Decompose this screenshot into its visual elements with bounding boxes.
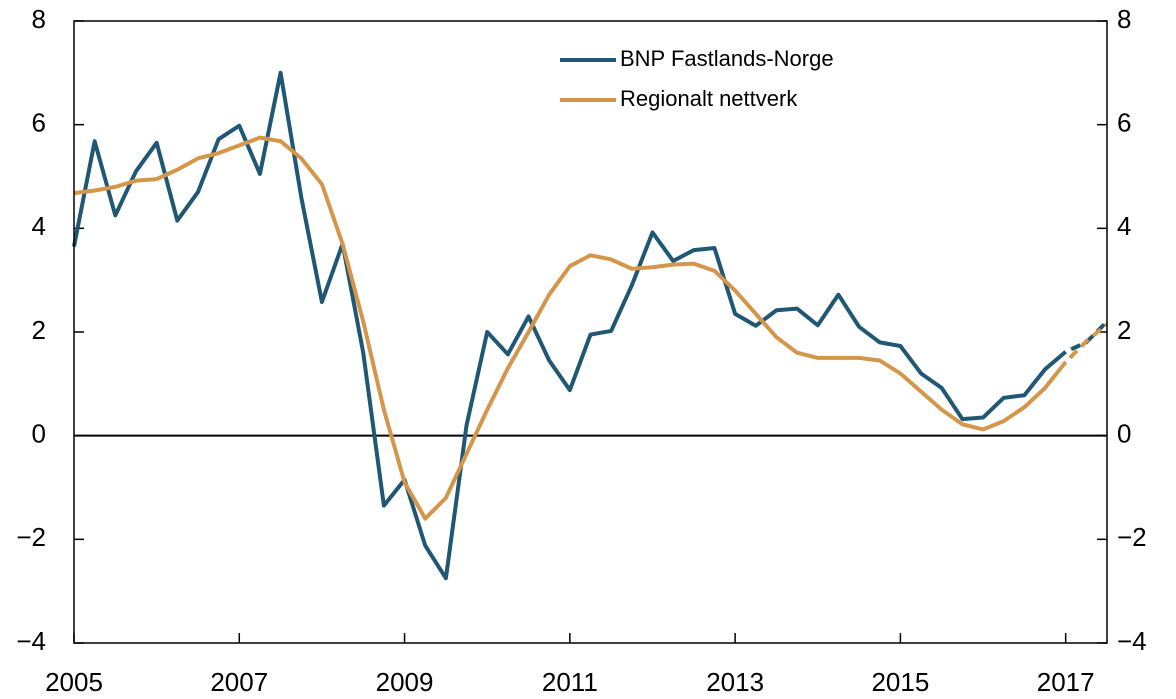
x-tick-label: 2009 bbox=[376, 667, 434, 697]
x-tick-label: 2017 bbox=[1037, 667, 1095, 697]
y-tick-label: 4 bbox=[32, 211, 46, 241]
legend-label: Regionalt nettverk bbox=[620, 86, 798, 111]
y2-tick-label: 8 bbox=[1117, 4, 1131, 34]
y-tick-label: −4 bbox=[16, 626, 46, 656]
data-line bbox=[73, 135, 1109, 521]
plot-frame bbox=[73, 20, 1108, 644]
y2-tick-label: −4 bbox=[1117, 626, 1147, 656]
y2-tick-label: 6 bbox=[1117, 108, 1131, 138]
x-tick-label: 2013 bbox=[706, 667, 764, 697]
y2-tick-label: 0 bbox=[1117, 419, 1131, 449]
y-tick-label: 0 bbox=[32, 419, 46, 449]
legend: BNP Fastlands-Norge Regionalt nettverk bbox=[560, 46, 834, 111]
x-tick-label: 2005 bbox=[45, 667, 103, 697]
x-tick-label: 2015 bbox=[871, 667, 929, 697]
legend-label: BNP Fastlands-Norge bbox=[620, 46, 834, 71]
x-tick-label: 2007 bbox=[210, 667, 268, 697]
y-tick-label: 2 bbox=[32, 315, 46, 345]
y2-tick-label: 4 bbox=[1117, 211, 1131, 241]
y-tick-label: 8 bbox=[32, 4, 46, 34]
y-tick-label: −2 bbox=[16, 522, 46, 552]
x-tick-label: 2011 bbox=[542, 667, 598, 697]
y-tick-label: 6 bbox=[32, 108, 46, 138]
y2-tick-label: 2 bbox=[1117, 315, 1131, 345]
y2-tick-label: −2 bbox=[1117, 522, 1147, 552]
